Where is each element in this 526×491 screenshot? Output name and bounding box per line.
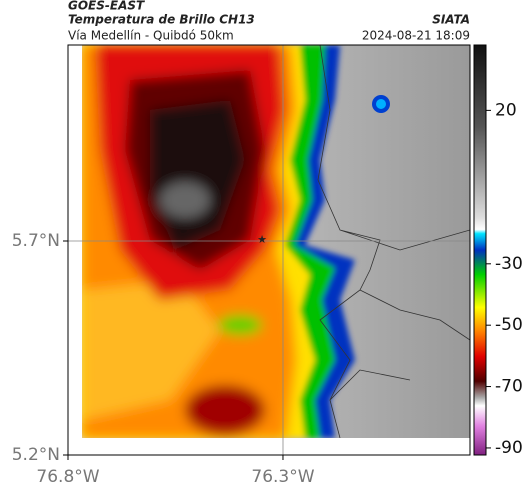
agency: SIATA xyxy=(432,13,470,27)
y-tick-label: 5.2°N xyxy=(12,445,60,465)
city-marker: ★ xyxy=(257,233,267,246)
region: Vía Medellín - Quibdó 50km xyxy=(68,29,234,43)
colorbar-tick-label: -30 xyxy=(495,254,523,274)
satellite-image xyxy=(82,45,470,438)
colorbar-tick-label: -70 xyxy=(495,377,523,397)
timestamp: 2024-08-21 18:09 xyxy=(362,29,470,43)
product: Temperatura de Brillo CH13 xyxy=(68,13,255,27)
colorbar-tick-label: -50 xyxy=(495,315,523,335)
map-frame xyxy=(67,44,471,456)
colorbar-tick-label: 20 xyxy=(495,100,517,120)
colorbar xyxy=(473,44,487,456)
x-tick-label: 76.3°W xyxy=(251,467,314,487)
y-tick-label: 5.7°N xyxy=(12,231,60,251)
colorbar-tick-label: -90 xyxy=(495,438,523,458)
satellite: GOES-EAST xyxy=(68,0,145,13)
x-tick-label: 76.8°W xyxy=(36,467,99,487)
